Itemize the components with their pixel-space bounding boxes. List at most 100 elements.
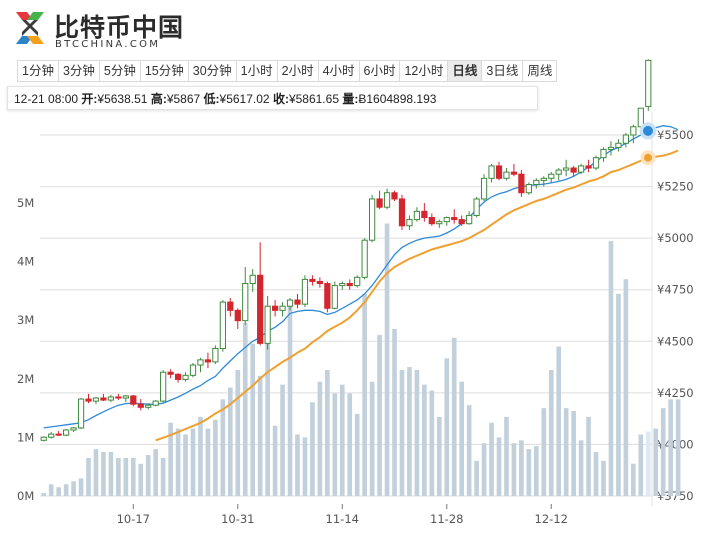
candle-up: [413, 210, 421, 221]
candle-down: [316, 280, 323, 285]
volume-tick-label: 0M: [17, 489, 34, 503]
candle-down: [309, 278, 316, 282]
candle-up: [503, 171, 510, 179]
candle-up: [286, 299, 294, 307]
volume-bar: [250, 343, 256, 496]
info-volume-label: 量:: [342, 92, 359, 106]
ma-short-line: [43, 125, 679, 429]
candle-up: [48, 433, 55, 438]
candle-down: [346, 283, 353, 287]
timeframe-tabs: 1分钟 3分钟 5分钟 15分钟 30分钟 1小时 2小时 4小时 6小时 12小时 日线 3日线 周线: [17, 60, 558, 82]
candle-up: [189, 364, 197, 376]
candle-down: [130, 395, 137, 405]
tab-timeframe[interactable]: 12小时: [399, 60, 449, 82]
candle-up: [160, 371, 167, 402]
candle-up: [77, 398, 85, 429]
candle-up: [607, 146, 615, 150]
candle-down: [458, 219, 465, 225]
volume-bar: [638, 434, 644, 496]
volume-bar: [668, 399, 673, 496]
candle-down: [137, 403, 144, 408]
candle-up: [249, 274, 256, 285]
price-tick-label: ¥4250: [657, 386, 694, 400]
tab-timeframe[interactable]: 日线: [447, 60, 483, 82]
candle-up: [212, 348, 219, 363]
candle-down: [398, 198, 406, 227]
candle-up: [182, 374, 189, 380]
volume-bar: [526, 449, 532, 496]
price-tick-label: ¥5250: [657, 180, 694, 194]
volume-bar: [474, 460, 479, 496]
candle-up: [122, 395, 129, 399]
tab-timeframe[interactable]: 15分钟: [139, 60, 189, 82]
tab-timeframe[interactable]: 1分钟: [17, 60, 59, 82]
volume-bar: [175, 428, 181, 496]
volume-bar: [369, 381, 375, 496]
volume-bar: [101, 452, 106, 496]
price-tick-label: ¥4000: [657, 437, 694, 451]
volume-bar: [93, 449, 99, 496]
volume-bar: [384, 223, 390, 496]
tab-timeframe[interactable]: 5分钟: [98, 60, 141, 82]
volume-bar: [265, 305, 270, 496]
ma-long-line: [155, 149, 679, 442]
tab-timeframe[interactable]: 2小时: [276, 60, 319, 82]
price-tick-label: ¥5500: [657, 128, 694, 142]
volume-bar: [653, 428, 659, 496]
volume-bar: [616, 293, 621, 496]
info-open-value: ¥5638.51: [97, 92, 148, 106]
volume-bar: [317, 381, 323, 496]
tab-timeframe[interactable]: 3日线: [481, 60, 524, 82]
candle-up: [645, 59, 652, 107]
candle-down: [174, 373, 182, 380]
tab-timeframe[interactable]: 1小时: [235, 60, 278, 82]
tab-timeframe[interactable]: 4小时: [317, 60, 360, 82]
tab-timeframe[interactable]: 6小时: [358, 60, 401, 82]
tab-timeframe[interactable]: 3分钟: [57, 60, 100, 82]
candle-down: [391, 192, 398, 200]
logo-mark-icon: [16, 12, 44, 44]
volume-bar: [511, 443, 517, 496]
candle-up: [107, 396, 115, 401]
volume-bar: [332, 393, 338, 496]
brand-logo[interactable]: 比特币中国 BTCCHINA.COM: [10, 8, 230, 50]
candle-up: [361, 239, 368, 278]
volume-tick-label: 4M: [17, 255, 34, 269]
candle-down: [167, 371, 174, 375]
volume-bar: [153, 449, 158, 496]
candle-down: [115, 396, 122, 399]
volume-bar: [116, 457, 121, 496]
candle-down: [428, 217, 435, 225]
volume-bar: [414, 370, 420, 496]
candle-up: [145, 404, 152, 408]
volume-bar: [645, 431, 651, 496]
volume-bar: [556, 346, 562, 496]
candle-down: [234, 309, 241, 322]
volume-bar: [228, 387, 233, 496]
info-high-label: 高:: [150, 92, 167, 106]
price-tick-label: ¥4750: [657, 283, 694, 297]
volume-bar: [504, 416, 509, 496]
volume-bar: [272, 425, 278, 496]
volume-bar: [429, 390, 435, 496]
candle-up: [600, 148, 607, 159]
volume-bar: [138, 463, 144, 496]
ma-short-end-marker: [643, 125, 653, 136]
volume-bar: [295, 434, 300, 496]
candle-up: [488, 165, 495, 179]
volume-bar: [563, 408, 569, 496]
candle-down: [324, 283, 331, 309]
volume-bar: [41, 493, 47, 496]
volume-bar: [108, 452, 114, 496]
candle-up: [622, 134, 629, 144]
candle-down: [257, 274, 264, 344]
info-close-label: 收:: [272, 92, 289, 106]
candle-up: [219, 301, 226, 350]
candle-up: [615, 142, 622, 148]
tab-timeframe[interactable]: 周线: [522, 60, 558, 82]
candle-up: [40, 436, 47, 441]
volume-bar: [310, 402, 315, 496]
volume-tick-label: 2M: [17, 372, 34, 386]
candle-up: [630, 126, 637, 136]
candle-up: [592, 157, 600, 169]
